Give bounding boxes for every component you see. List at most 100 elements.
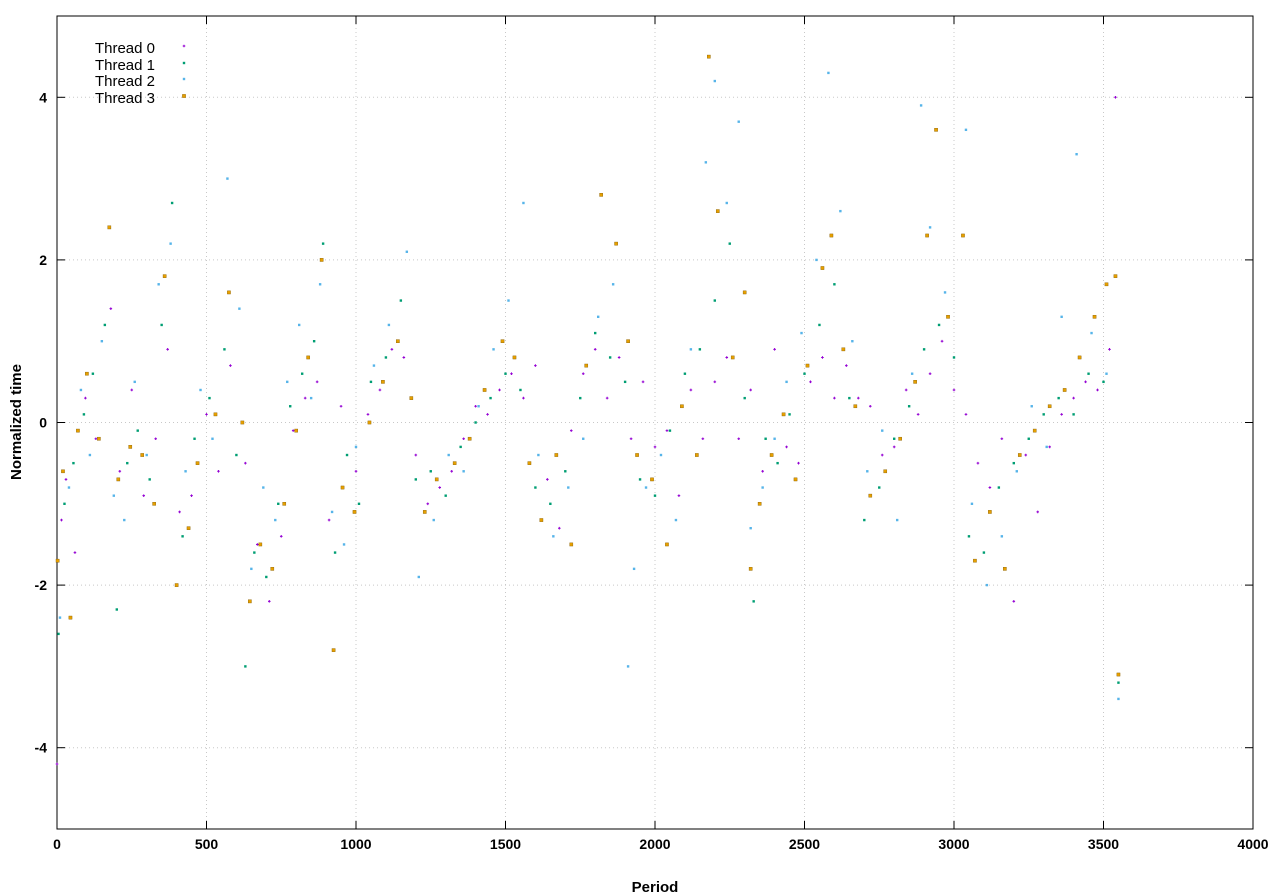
data-point xyxy=(937,323,941,327)
data-point xyxy=(55,558,60,563)
x-tick-label: 3500 xyxy=(1088,836,1119,852)
data-point xyxy=(85,371,89,376)
data-point xyxy=(58,616,62,619)
data-point xyxy=(785,380,788,384)
data-point xyxy=(781,412,786,417)
data-point xyxy=(303,396,307,400)
data-point xyxy=(674,518,678,522)
data-point xyxy=(240,420,245,425)
data-point xyxy=(1113,274,1118,278)
data-point xyxy=(282,502,287,506)
data-point xyxy=(1117,697,1120,701)
data-point xyxy=(910,372,914,375)
data-point xyxy=(148,478,151,481)
data-point xyxy=(569,542,574,547)
data-point xyxy=(112,494,116,497)
data-point xyxy=(820,266,825,270)
data-point xyxy=(235,453,238,457)
data-point xyxy=(414,453,418,457)
data-point xyxy=(1062,388,1067,392)
data-point xyxy=(970,502,974,505)
data-point xyxy=(396,339,400,344)
data-point xyxy=(713,380,717,384)
data-point xyxy=(725,201,728,205)
legend-label: Thread 2 xyxy=(95,73,155,90)
data-point xyxy=(186,526,191,530)
data-point xyxy=(195,461,200,465)
data-point xyxy=(482,388,487,392)
data-point xyxy=(123,518,126,522)
data-point xyxy=(55,762,59,766)
data-point xyxy=(289,405,292,408)
data-point xyxy=(229,364,232,367)
data-point xyxy=(546,478,549,481)
data-point xyxy=(1116,672,1121,677)
data-point xyxy=(115,608,118,611)
data-point xyxy=(244,665,247,668)
data-point xyxy=(742,290,747,295)
data-point xyxy=(434,477,439,482)
data-point xyxy=(725,356,729,359)
data-point xyxy=(617,356,621,359)
data-point xyxy=(599,193,603,197)
data-point xyxy=(519,388,522,392)
legend-label: Thread 0 xyxy=(95,40,155,57)
data-point xyxy=(211,437,214,440)
data-point xyxy=(552,535,555,538)
legend-marker xyxy=(182,77,186,81)
data-point xyxy=(715,209,720,213)
data-point xyxy=(1084,380,1087,384)
legend-label: Thread 3 xyxy=(95,90,155,107)
data-point xyxy=(467,436,472,441)
data-point xyxy=(730,355,735,360)
data-point xyxy=(1045,445,1048,449)
data-point xyxy=(805,363,810,368)
data-point xyxy=(788,413,791,416)
data-point xyxy=(785,445,788,449)
data-point xyxy=(244,461,247,465)
x-tick-label: 0 xyxy=(53,836,61,852)
data-point xyxy=(707,54,711,59)
data-point xyxy=(632,567,636,571)
data-point xyxy=(713,299,716,302)
data-point xyxy=(405,250,409,253)
data-point xyxy=(853,404,858,409)
data-point xyxy=(181,535,184,538)
data-point xyxy=(743,396,746,400)
data-point xyxy=(728,242,731,245)
data-point xyxy=(1108,348,1111,351)
data-point xyxy=(880,453,884,457)
data-point xyxy=(757,502,762,506)
data-point xyxy=(605,396,609,400)
data-point xyxy=(182,77,186,81)
data-point xyxy=(190,494,193,497)
data-point xyxy=(474,421,477,424)
data-point xyxy=(253,551,256,554)
data-point xyxy=(73,551,77,554)
data-point xyxy=(827,71,830,75)
x-tick-label: 1000 xyxy=(340,836,371,852)
data-point xyxy=(64,478,68,481)
legend: Thread 0 Thread 1 Thread 2 Thread 3 xyxy=(95,40,186,107)
data-point xyxy=(833,283,836,286)
data-point xyxy=(367,420,372,425)
data-point xyxy=(534,486,537,489)
y-tick-label: -4 xyxy=(35,740,48,756)
grid-lines xyxy=(57,16,1253,829)
data-point xyxy=(504,372,507,375)
data-point xyxy=(1072,413,1075,416)
data-point xyxy=(815,258,818,262)
data-point xyxy=(277,502,280,505)
data-point xyxy=(594,331,597,335)
data-point xyxy=(845,364,848,367)
data-point xyxy=(199,388,202,392)
data-point xyxy=(182,94,186,98)
data-point xyxy=(258,542,263,547)
data-point xyxy=(109,307,113,310)
data-point xyxy=(626,665,630,668)
data-point xyxy=(369,380,373,384)
data-point xyxy=(76,428,80,433)
data-point xyxy=(748,567,753,571)
data-point xyxy=(611,283,615,286)
data-point xyxy=(409,396,414,400)
